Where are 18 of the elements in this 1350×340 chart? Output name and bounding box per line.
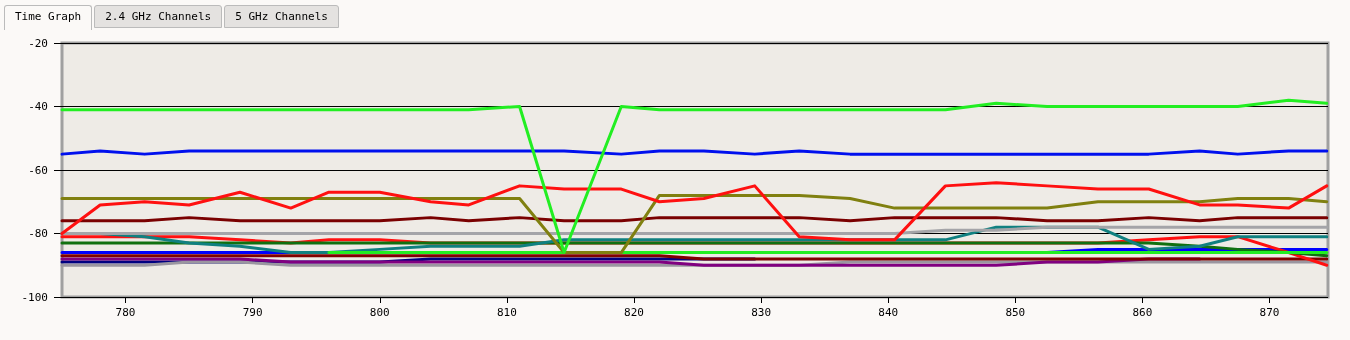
x-tick-label: 850 [1005, 306, 1026, 319]
y-tick-label: -100 [21, 290, 48, 304]
y-tick-label: -60 [28, 163, 48, 177]
y-tick-label: -40 [28, 100, 48, 113]
text: 5 GHz Channels [224, 5, 339, 28]
y-tick-label: -80 [28, 227, 48, 240]
x-tick-label: 780 [115, 306, 136, 319]
x-tick-label: 820 [624, 306, 644, 319]
x-tick-label: 810 [496, 306, 517, 319]
x-tick-label: 800 [369, 306, 390, 319]
x-tick-label: 830 [751, 306, 772, 319]
x-tick-label: 840 [878, 306, 899, 319]
y-tick-label: -20 [28, 36, 48, 50]
x-tick-label: 860 [1132, 306, 1153, 319]
x-tick-label: 870 [1259, 306, 1280, 319]
x-tick-label: 790 [242, 306, 263, 319]
text: Time Graph [4, 5, 93, 30]
text: 2.4 GHz Channels [94, 5, 223, 28]
